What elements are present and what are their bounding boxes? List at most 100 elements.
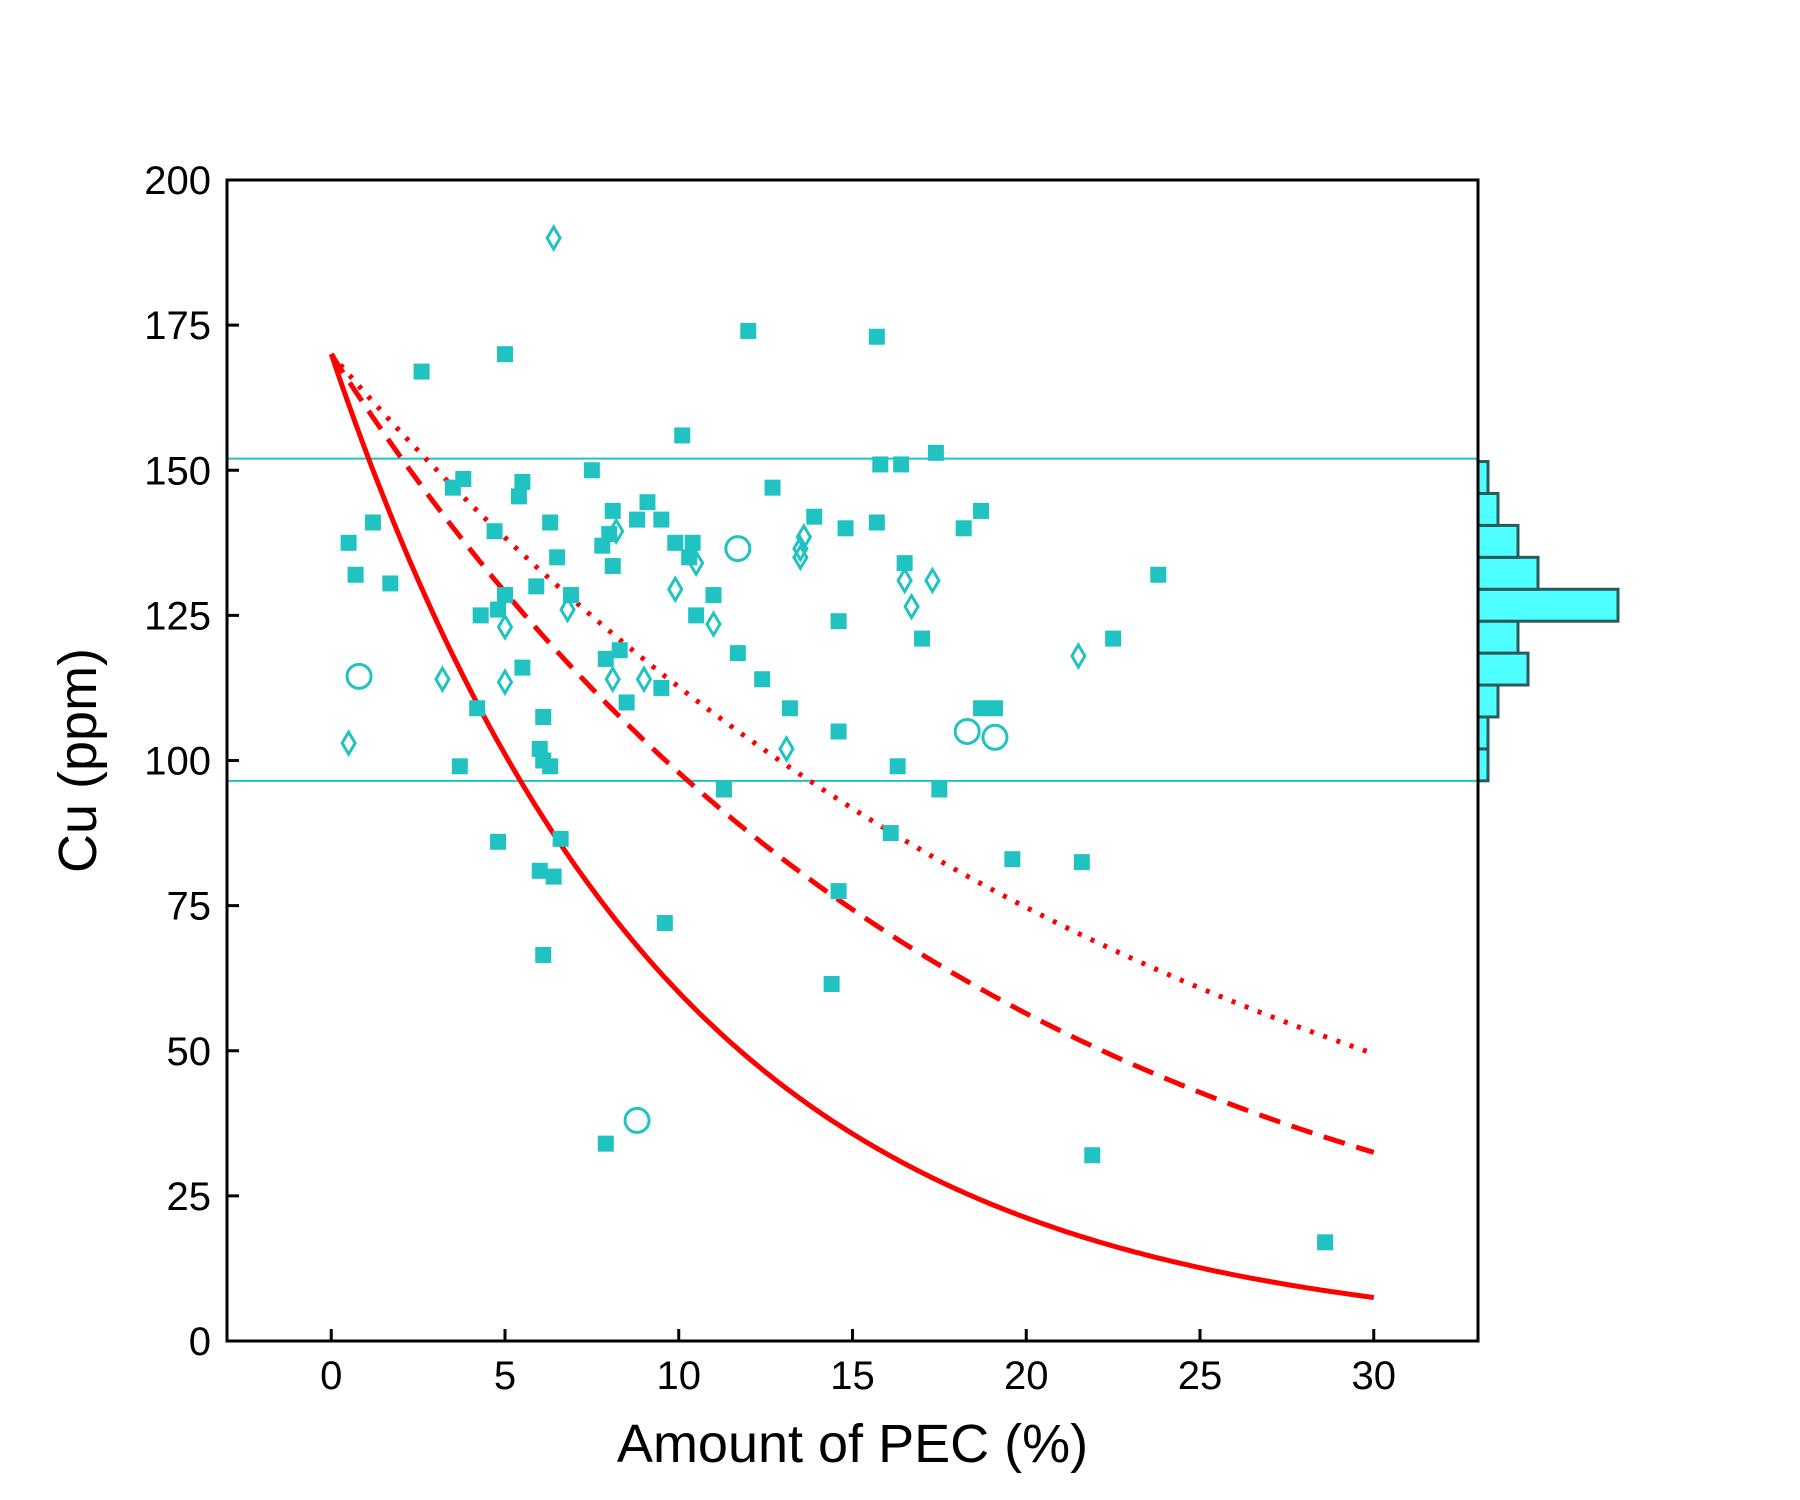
point-square bbox=[882, 825, 899, 842]
curve-dotted bbox=[329, 352, 1375, 1057]
point-square bbox=[684, 534, 701, 551]
point-square bbox=[497, 587, 513, 604]
point-diamond bbox=[778, 734, 795, 763]
point-square bbox=[806, 508, 823, 525]
point-diamond bbox=[795, 523, 813, 551]
point-square bbox=[729, 645, 746, 662]
x-tick-label: 0 bbox=[320, 1354, 342, 1398]
curve-solid bbox=[328, 353, 1375, 1300]
point-square bbox=[830, 883, 847, 900]
point-square bbox=[535, 946, 552, 963]
point-square bbox=[830, 723, 847, 740]
axis-ticks: 0 5 10 15 20 25 30 0 25 50 75 100 125 150 175 200 bbox=[144, 159, 1396, 1398]
point-square bbox=[927, 444, 944, 461]
point-square bbox=[597, 650, 614, 667]
x-tick-label: 15 bbox=[830, 1354, 875, 1398]
point-square bbox=[542, 514, 559, 531]
point-diamond bbox=[903, 592, 920, 621]
histogram bbox=[1476, 460, 1620, 783]
point-square bbox=[705, 587, 722, 604]
point-square bbox=[896, 555, 913, 572]
point-square bbox=[973, 502, 990, 519]
point-diamond bbox=[667, 575, 684, 604]
model-curves bbox=[328, 352, 1375, 1300]
point-square bbox=[604, 558, 621, 575]
point-diamond bbox=[705, 610, 722, 639]
point-square bbox=[490, 833, 507, 850]
x-tick-label: 25 bbox=[1178, 1354, 1223, 1398]
x-tick-label: 5 bbox=[494, 1354, 516, 1398]
reference-lines bbox=[227, 457, 1478, 782]
y-tick-label: 200 bbox=[144, 159, 211, 203]
point-square bbox=[1004, 851, 1021, 868]
x-axis-title: Amount of PEC (%) bbox=[617, 1414, 1088, 1474]
point-square bbox=[469, 700, 486, 717]
point-circle bbox=[981, 723, 1009, 751]
histogram-bar bbox=[1476, 619, 1520, 655]
point-square bbox=[893, 456, 910, 473]
point-square bbox=[872, 456, 889, 473]
point-square bbox=[611, 642, 628, 659]
histogram-bar bbox=[1476, 523, 1520, 559]
point-diamond bbox=[559, 595, 576, 624]
point-diamond bbox=[924, 566, 941, 595]
curve-dashed bbox=[329, 352, 1375, 1155]
point-square bbox=[781, 700, 798, 717]
point-diamond bbox=[496, 613, 514, 641]
point-circle bbox=[724, 535, 752, 563]
point-diamond bbox=[340, 729, 357, 758]
point-square bbox=[681, 549, 698, 566]
point-square bbox=[1084, 1147, 1101, 1164]
point-square bbox=[973, 700, 990, 717]
point-square bbox=[451, 758, 468, 775]
point-square bbox=[754, 671, 771, 688]
point-square bbox=[413, 363, 430, 380]
point-square bbox=[1317, 1234, 1334, 1251]
histogram-bar bbox=[1476, 555, 1540, 591]
point-diamond bbox=[792, 543, 809, 572]
point-square bbox=[618, 694, 635, 711]
y-tick-label: 50 bbox=[167, 1030, 212, 1074]
point-square bbox=[364, 514, 381, 531]
point-square bbox=[597, 1135, 614, 1152]
point-square bbox=[382, 575, 399, 592]
point-diamond bbox=[687, 549, 705, 578]
y-axis-title: Cu (ppm) bbox=[48, 648, 108, 873]
histogram-bar bbox=[1476, 651, 1530, 687]
point-diamond bbox=[635, 665, 653, 694]
point-square bbox=[653, 679, 670, 696]
y-tick-label: 125 bbox=[144, 594, 211, 638]
point-square bbox=[868, 328, 885, 345]
data-points bbox=[340, 224, 1334, 1251]
x-tick-label: 20 bbox=[1004, 1354, 1049, 1398]
point-square bbox=[542, 758, 559, 775]
point-square bbox=[583, 462, 600, 479]
point-square bbox=[490, 601, 507, 618]
point-square bbox=[955, 520, 972, 537]
point-square bbox=[889, 758, 906, 775]
point-square bbox=[837, 520, 854, 537]
point-square bbox=[535, 708, 552, 725]
y-tick-label: 100 bbox=[144, 740, 211, 784]
point-square bbox=[604, 502, 621, 519]
point-square bbox=[674, 427, 691, 444]
point-square bbox=[1105, 630, 1122, 647]
point-square bbox=[514, 659, 531, 676]
point-diamond bbox=[434, 665, 451, 694]
point-square bbox=[914, 630, 930, 647]
point-square bbox=[656, 915, 673, 932]
point-diamond bbox=[1070, 642, 1087, 670]
point-circle bbox=[623, 1106, 651, 1134]
point-square bbox=[486, 523, 503, 540]
point-square bbox=[514, 473, 531, 490]
point-square bbox=[549, 549, 566, 566]
point-square bbox=[823, 975, 840, 992]
x-tick-label: 30 bbox=[1352, 1354, 1397, 1398]
point-square bbox=[868, 514, 885, 531]
point-square bbox=[667, 534, 684, 551]
point-diamond bbox=[604, 665, 621, 694]
histogram-bar bbox=[1476, 587, 1620, 623]
plot-frame bbox=[225, 178, 1480, 1343]
point-square bbox=[347, 566, 364, 583]
